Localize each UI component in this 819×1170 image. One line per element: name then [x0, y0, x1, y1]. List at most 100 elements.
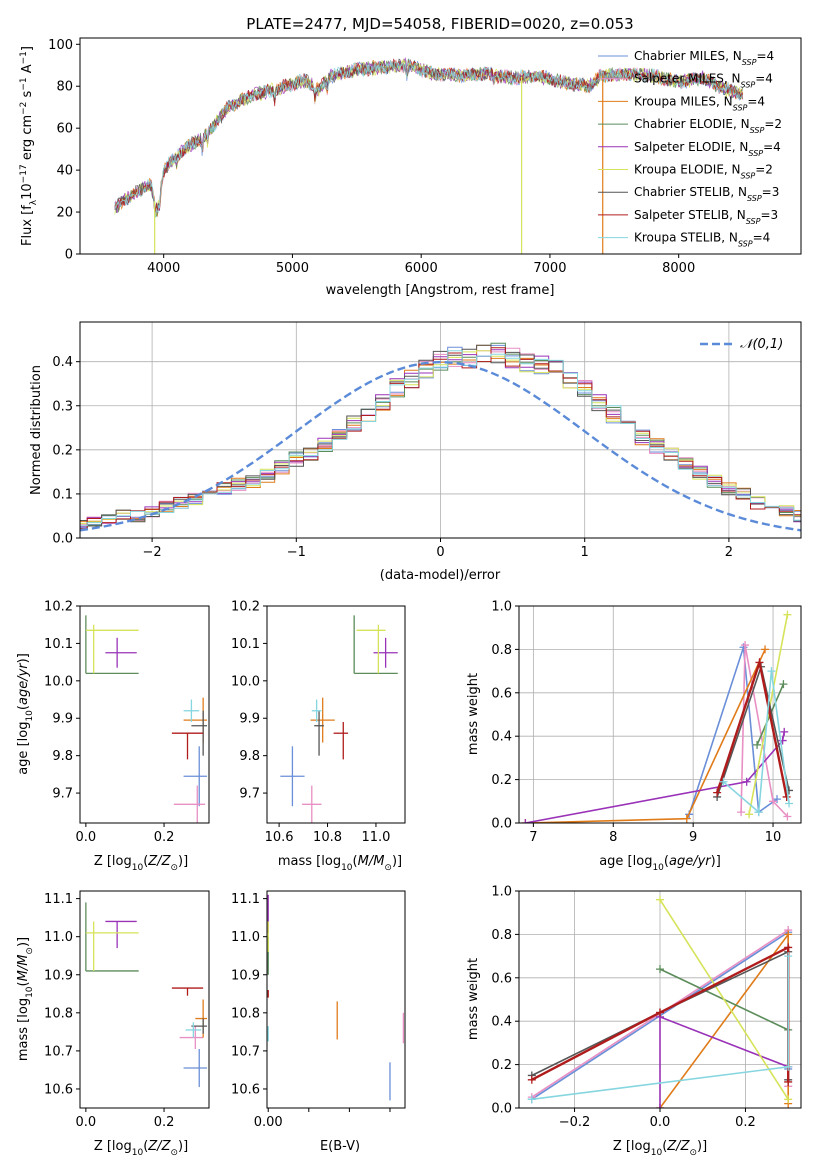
weight-marker — [769, 797, 778, 806]
y-tick-label: 60 — [56, 122, 73, 137]
weight-marker — [755, 658, 764, 667]
weight-marker — [737, 808, 746, 817]
error-bar — [171, 987, 204, 996]
weight-marker — [784, 952, 793, 961]
weight-marker — [754, 808, 763, 817]
y-tick-label: 100 — [48, 38, 73, 53]
spectrum-legend: Chabrier MILES, NSSP=4 Salpeter MILES, NS… — [598, 49, 782, 248]
weight-line — [659, 899, 789, 1100]
weight-line — [722, 670, 790, 814]
weight-line — [659, 1015, 789, 1108]
error-bar — [85, 615, 139, 674]
y-tick-label: 11.0 — [231, 930, 260, 945]
weight-marker — [779, 680, 788, 689]
legend-label: Salpeter STELIB, NSSP=3 — [634, 208, 778, 226]
y-tick-label: 10.1 — [44, 637, 73, 652]
y-tick-label: 10.0 — [231, 674, 260, 689]
normal-reference-curve — [80, 360, 801, 532]
weight-marker — [656, 1104, 664, 1108]
weight-marker — [767, 667, 776, 676]
error-bar — [105, 920, 137, 949]
weight-marker — [713, 788, 722, 797]
panel-weight-vs-age: 7 8 9 10 0.0 0.2 0.4 0.6 0.8 1.0 age [log10(age/yr… — [466, 600, 802, 873]
panel-weight-vs-Z: −0.2 0.0 0.2 0.0 0.2 0.4 0.6 0.8 1.0 Z [log10(Z/Z… — [466, 885, 802, 1158]
panel-age-vs-mass: 10.6 10.8 11.0 9.7 9.8 9.9 10.0 10.1 10.2 mass [l… — [231, 600, 406, 873]
x-tick-label: −2 — [143, 545, 162, 560]
weight-marker — [682, 814, 691, 823]
error-bar — [183, 746, 208, 807]
y-tick-label: 10.0 — [44, 674, 73, 689]
y-tick-label: 10.2 — [231, 600, 260, 615]
axis-frame: −0.2 0.0 0.2 0.0 0.2 0.4 0.6 0.8 1.0 — [491, 885, 802, 1130]
axis-frame: 0.0 0.2 9.7 9.8 9.9 10.0 10.1 10.2 — [44, 600, 210, 845]
plot-area — [527, 895, 793, 1108]
weight-line — [740, 644, 788, 818]
x-tick-label: 10.6 — [265, 830, 294, 845]
plot-area — [267, 894, 405, 1101]
weight-marker — [783, 610, 792, 619]
y-tick-label: 9.7 — [52, 787, 73, 802]
error-bar — [171, 732, 204, 760]
y-tick-label: 0.2 — [52, 443, 73, 458]
y-tick-label: 9.8 — [239, 749, 260, 764]
error-bar — [195, 999, 208, 1038]
histogram-steps — [80, 344, 801, 529]
weight-marker — [521, 819, 530, 823]
error-bar — [333, 721, 349, 760]
legend-label: Kroupa MILES, NSSP=4 — [634, 94, 765, 112]
y-axis-label: age [log10(age/yr)] — [16, 653, 35, 775]
error-bar — [183, 1048, 208, 1088]
error-bar — [310, 697, 335, 743]
legend-label: 𝒩(0,1) — [740, 337, 783, 352]
x-tick-label: 10.8 — [313, 830, 342, 845]
axes-border — [79, 890, 210, 1109]
histogram-steps — [80, 342, 801, 531]
y-tick-label: 10.6 — [44, 1082, 73, 1097]
y-tick-label: 0.0 — [491, 817, 512, 832]
error-bar — [105, 637, 137, 668]
x-tick-label: 2 — [725, 545, 733, 560]
weight-marker — [656, 895, 664, 904]
axes-border — [79, 605, 210, 824]
axis-frame: 0.000.100.200.3010.610.710.810.911.011.1 — [231, 890, 406, 1130]
x-tick-label: 0.0 — [76, 1115, 97, 1130]
plot-area — [280, 615, 398, 823]
y-tick-label: 20 — [56, 206, 73, 221]
weight-marker — [656, 1008, 664, 1017]
histogram-steps — [80, 350, 801, 527]
y-tick-label: 0.6 — [491, 971, 512, 986]
panel-spectrum: 4000 5000 6000 7000 8000 0 20 40 60 80 100 waveleng… — [19, 37, 802, 298]
y-tick-label: 11.0 — [44, 930, 73, 945]
y-tick-label: 10.2 — [44, 600, 73, 615]
weight-line — [525, 731, 785, 823]
y-axis-label: mass weight — [466, 958, 481, 1040]
weight-marker — [761, 645, 770, 654]
y-tick-label: 10.9 — [44, 968, 73, 983]
plot-area — [114, 57, 744, 254]
y-tick-label: 0.0 — [491, 1102, 512, 1117]
y-tick-label: 1.0 — [491, 600, 512, 615]
weight-marker — [784, 930, 793, 939]
y-tick-label: 0 — [65, 248, 73, 263]
weight-marker — [656, 965, 664, 974]
error-bar — [353, 615, 398, 674]
spectrum-line — [114, 59, 744, 218]
figure-title: PLATE=2477, MJD=54058, FIBERID=0020, z=0… — [246, 15, 633, 33]
weight-line — [688, 646, 778, 815]
error-bar — [373, 637, 398, 668]
x-tick-label: 6000 — [405, 261, 438, 276]
y-tick-label: 0.8 — [491, 643, 512, 658]
legend-label: Salpeter ELODIE, NSSP=4 — [634, 140, 781, 158]
x-tick-label: 4000 — [147, 261, 180, 276]
y-axis-label: mass [log10(M/M⊙)] — [16, 937, 35, 1061]
x-tick-label: 0.0 — [650, 1115, 671, 1130]
legend-label: Kroupa ELODIE, NSSP=2 — [634, 163, 773, 181]
y-tick-label: 0.4 — [491, 730, 512, 745]
y-tick-label: 10.7 — [231, 1044, 260, 1059]
x-axis-label: wavelength [Angstrom, rest frame] — [326, 283, 555, 298]
x-tick-label: 7 — [529, 830, 537, 845]
error-bar — [85, 902, 139, 972]
y-tick-label: 10.6 — [231, 1082, 260, 1097]
x-tick-label: 8 — [609, 830, 617, 845]
